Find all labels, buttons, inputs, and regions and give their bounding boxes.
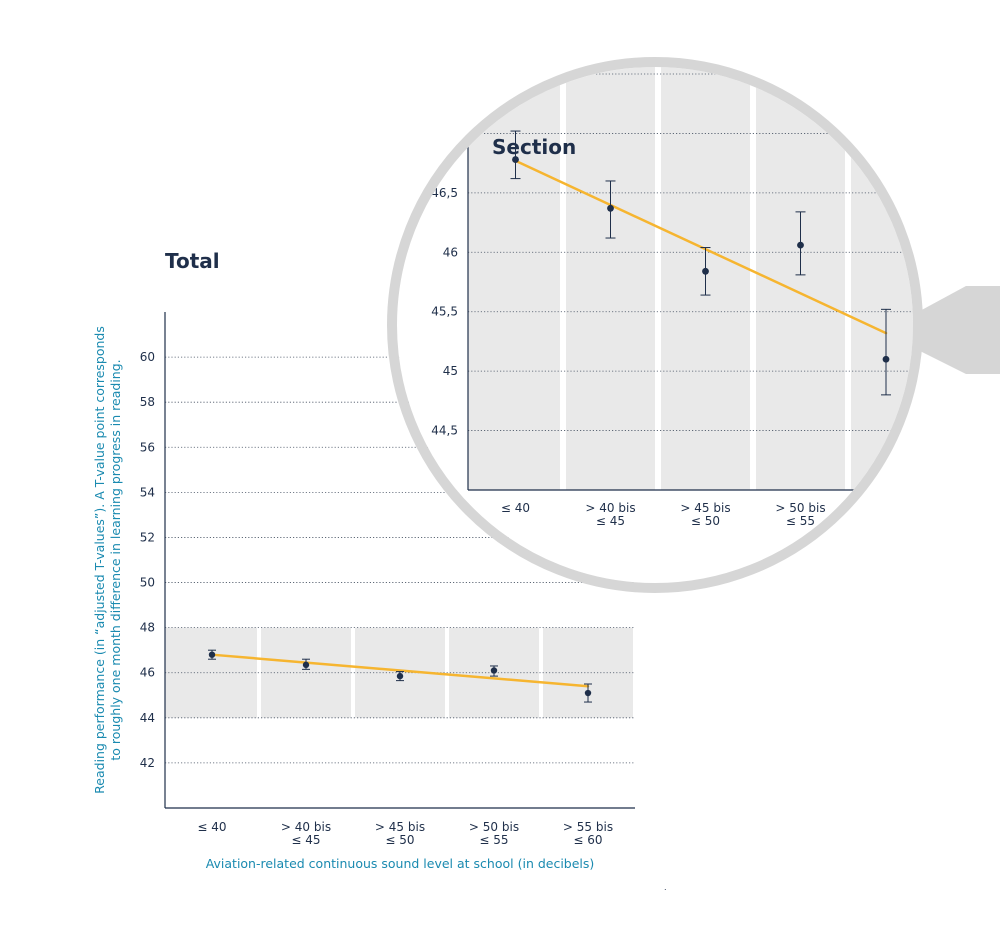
section-y-tick-2: 45,5 — [431, 305, 458, 319]
section-band-0 — [468, 67, 560, 490]
magnifier-handle — [918, 286, 1000, 374]
total-x-axis-title: Aviation-related continuous sound level … — [206, 856, 595, 871]
total-axes — [164, 312, 635, 809]
total-y-tick-4: 50 — [140, 576, 155, 590]
total-point-1 — [302, 661, 310, 669]
section-point-2 — [702, 267, 709, 275]
section-band-1 — [566, 67, 655, 490]
total-y-tick-9: 60 — [140, 350, 155, 364]
total-category-0-line-0: ≤ 40 — [197, 820, 226, 834]
section-category-4-line-1: ≤ 60 — [881, 514, 910, 528]
total-y-tick-3: 48 — [140, 621, 155, 635]
total-y-tick-6: 54 — [140, 485, 155, 499]
total-category-4-line-1: ≤ 60 — [573, 833, 602, 847]
section-trend — [514, 159, 888, 335]
section-y-tick-1: 45 — [443, 364, 458, 378]
total-trend-line — [210, 653, 590, 688]
section-data-points — [510, 130, 891, 396]
section-y-tick-4: 46,5 — [431, 186, 458, 200]
total-category-2-line-0: > 45 bis — [375, 820, 425, 834]
section-category-0-line-0: ≤ 40 — [501, 501, 530, 515]
section-chart-title: Section — [492, 135, 576, 159]
total-category-3-line-1: ≤ 55 — [479, 833, 508, 847]
section-point-0 — [512, 156, 519, 163]
total-category-1-line-1: ≤ 45 — [291, 833, 320, 847]
total-y-tick-0: 42 — [140, 756, 155, 770]
total-y-tick-7: 56 — [140, 440, 155, 454]
section-category-1-line-1: ≤ 45 — [596, 514, 625, 528]
total-x-category-labels: ≤ 40 > 40 bis≤ 45 > 45 bis≤ 50 > 50 bis≤ 55… — [197, 820, 613, 847]
total-data-points — [208, 649, 592, 703]
section-point-4 — [882, 355, 890, 363]
section-category-3-line-1: ≤ 55 — [786, 514, 815, 528]
section-trend-line — [514, 159, 888, 335]
total-point-4 — [584, 689, 592, 697]
total-category-2-line-1: ≤ 50 — [385, 833, 414, 847]
section-chart: 44,5 45 45,5 46 46,5 47 ≤ 40 > 40 bis≤ 45 > 45 … — [431, 67, 920, 528]
section-point-1 — [607, 204, 614, 212]
section-category-1-line-0: > 40 bis — [585, 501, 635, 515]
total-y-tick-5: 52 — [140, 530, 155, 544]
y-axis-title-line-1: Reading performance (in “adjusted T-valu… — [92, 326, 107, 794]
total-y-tick-1: 44 — [140, 711, 155, 725]
section-category-2-line-0: > 45 bis — [680, 501, 730, 515]
y-axis-title-line-2: to roughly one month difference in learn… — [108, 359, 123, 760]
section-category-bands — [468, 67, 913, 490]
total-point-0 — [208, 651, 216, 658]
section-y-tick-0: 44,5 — [431, 424, 458, 438]
total-chart-title: Total — [165, 249, 220, 273]
magnifier-ring — [387, 57, 923, 593]
total-category-3-line-0: > 50 bis — [469, 820, 519, 834]
section-y-tick-5: 47 — [443, 126, 458, 140]
total-category-4-line-0: > 55 bis — [563, 820, 613, 834]
total-category-1-line-0: > 40 bis — [281, 820, 331, 834]
section-category-4-line-0: > 55 bis — [870, 501, 920, 515]
section-category-3-line-0: > 50 bis — [775, 501, 825, 515]
stray-dot: . — [664, 883, 667, 892]
section-point-3 — [797, 241, 804, 249]
total-trend — [210, 653, 590, 688]
section-y-tick-3: 46 — [443, 245, 458, 259]
section-category-2-line-1: ≤ 50 — [691, 514, 720, 528]
total-point-3 — [490, 667, 498, 674]
total-y-tick-8: 58 — [140, 395, 155, 409]
magnifier-lens: 44,5 45 45,5 46 46,5 47 ≤ 40 > 40 bis≤ 45 > 45 … — [387, 57, 1000, 593]
total-y-tick-2: 46 — [140, 666, 155, 680]
total-y-axis-title: Reading performance (in “adjusted T-valu… — [92, 326, 123, 794]
total-point-2 — [396, 672, 404, 680]
total-y-tick-labels: 42 44 46 48 50 52 54 56 58 60 — [140, 350, 155, 770]
